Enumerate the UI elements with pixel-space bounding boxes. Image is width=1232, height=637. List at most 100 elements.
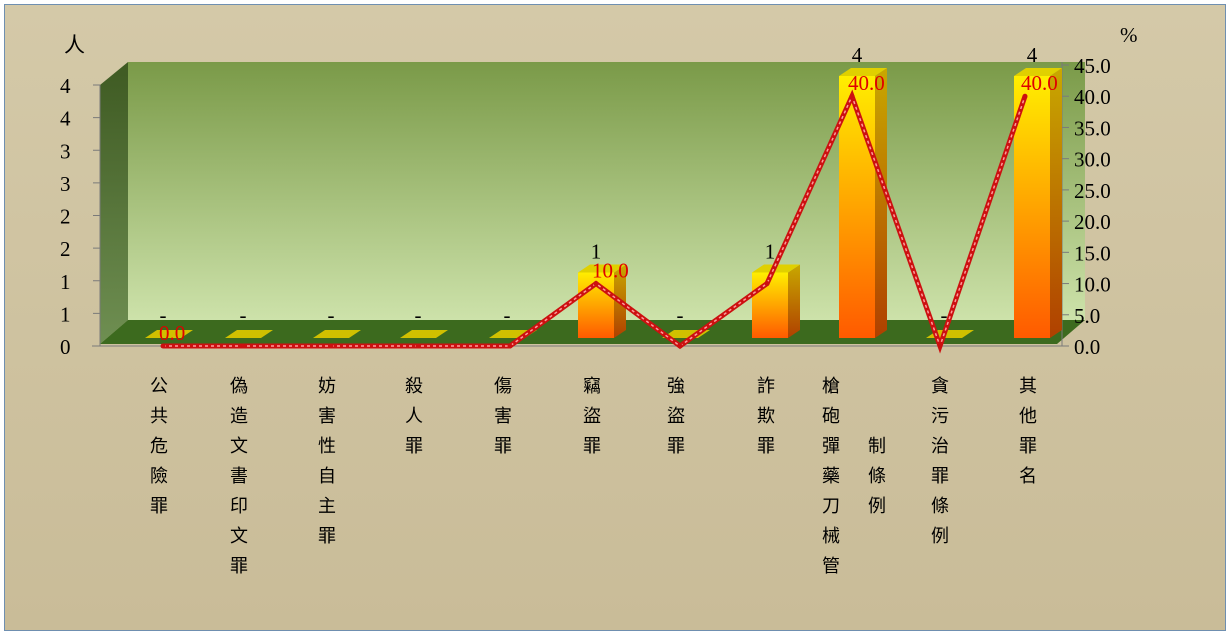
bar-value-label: 4 <box>852 43 863 67</box>
category-char: 竊 <box>583 376 601 397</box>
right-tick-label: 5.0 <box>1074 304 1100 328</box>
right-tick-label: 25.0 <box>1074 179 1111 203</box>
percent-point <box>415 343 421 349</box>
category-char: 例 <box>868 496 886 517</box>
category-char: 盜 <box>583 406 601 427</box>
percent-point <box>328 343 334 349</box>
category-char: 貪 <box>931 375 949 397</box>
bar-value-label: - <box>160 303 167 327</box>
category-char: 殺 <box>405 376 423 397</box>
left-axis-ticks: 0 1 1 2 2 3 3 4 4 <box>60 74 100 359</box>
bar <box>145 330 193 338</box>
category-char: 罪 <box>150 496 168 517</box>
bar-side <box>788 264 800 338</box>
category-char: 偽 <box>230 376 248 397</box>
right-tick-label: 35.0 <box>1074 116 1111 140</box>
category-char: 文 <box>230 526 248 547</box>
bar-top <box>313 330 361 338</box>
category-char: 印 <box>230 496 248 517</box>
category-labels: 公共危險罪偽造文書印文罪妨害性自主罪殺人罪傷害罪竊盜罪強盜罪詐欺罪槍砲彈藥刀械管… <box>150 375 1037 577</box>
category-char: 強 <box>667 376 685 397</box>
bar-value-label: 1 <box>591 240 602 264</box>
category-char: 罪 <box>931 466 949 487</box>
category-char: 污 <box>931 406 949 427</box>
right-tick-label: 0.0 <box>1074 335 1100 359</box>
right-tick-label: 30.0 <box>1074 148 1111 172</box>
right-axis-unit: % <box>1120 23 1138 47</box>
category-char: 共 <box>150 406 168 427</box>
bar-series <box>145 68 1062 338</box>
right-tick-label: 40.0 <box>1074 85 1111 109</box>
right-axis-ticks: 0.0 5.0 10.0 15.0 20.0 25.0 30.0 35.0 40.0 45.0 <box>1062 54 1111 359</box>
bar <box>225 330 273 338</box>
bar-value-label: - <box>240 303 247 327</box>
category-label: 殺人罪 <box>405 376 423 457</box>
category-label: 強盜罪 <box>667 376 685 457</box>
category-char: 他 <box>1019 406 1037 427</box>
category-char: 藥 <box>822 466 840 487</box>
left-tick-label: 1 <box>60 270 71 294</box>
bar-value-label: 4 <box>1027 43 1038 67</box>
bar-top <box>839 68 887 76</box>
percent-value-label: 40.0 <box>848 71 885 95</box>
category-char: 罪 <box>583 436 601 457</box>
percent-point <box>677 343 683 349</box>
bar-value-label: 1 <box>765 240 776 264</box>
category-char: 槍 <box>822 376 840 397</box>
percent-point <box>160 343 166 349</box>
percent-point <box>593 281 599 287</box>
category-char: 例 <box>931 526 949 547</box>
bar <box>839 68 887 338</box>
bar <box>1014 68 1062 338</box>
category-char: 刀 <box>822 496 840 517</box>
category-char: 自 <box>318 466 336 487</box>
left-tick-label: 3 <box>60 172 71 196</box>
category-char: 罪 <box>1019 436 1037 457</box>
bar-top <box>145 330 193 338</box>
percent-point <box>1022 93 1028 99</box>
category-char: 罪 <box>230 556 248 577</box>
left-tick-label: 4 <box>60 74 71 98</box>
bar-side <box>1050 68 1062 338</box>
category-char: 危 <box>150 436 168 457</box>
category-char: 性 <box>318 436 336 457</box>
bar-side <box>875 68 887 338</box>
bar-front <box>839 76 875 338</box>
percent-value-label: 40.0 <box>1021 71 1058 95</box>
category-char: 文 <box>230 436 248 457</box>
left-tick-label: 2 <box>60 205 71 229</box>
category-char: 彈 <box>822 436 840 457</box>
bar <box>400 330 448 338</box>
left-tick-label: 3 <box>60 139 71 163</box>
bar <box>752 264 800 338</box>
percent-data-labels: 0.0 10.0 40.0 40.0 <box>159 71 1058 345</box>
category-char: 詐 <box>757 376 775 397</box>
category-char: 險 <box>150 466 168 487</box>
bar-value-label: - <box>677 303 684 327</box>
bar-value-label: - <box>504 303 511 327</box>
category-char: 造 <box>230 406 248 427</box>
right-tick-label: 45.0 <box>1074 54 1111 78</box>
percent-point <box>937 343 943 349</box>
left-tick-label: 2 <box>60 237 71 261</box>
bar <box>313 330 361 338</box>
category-label: 詐欺罪 <box>757 376 775 457</box>
category-char: 械 <box>822 526 840 547</box>
category-char: 條 <box>868 466 886 487</box>
percent-point <box>849 93 855 99</box>
category-char: 其 <box>1019 376 1037 397</box>
bar-top <box>225 330 273 338</box>
percent-value-label: 10.0 <box>592 259 629 283</box>
category-char: 公 <box>150 376 168 397</box>
category-char: 制 <box>868 436 886 457</box>
left-tick-label: 1 <box>60 302 71 326</box>
right-tick-label: 10.0 <box>1074 273 1111 297</box>
left-axis-unit: 人 <box>64 33 85 57</box>
percent-line-highlight <box>163 94 1026 349</box>
